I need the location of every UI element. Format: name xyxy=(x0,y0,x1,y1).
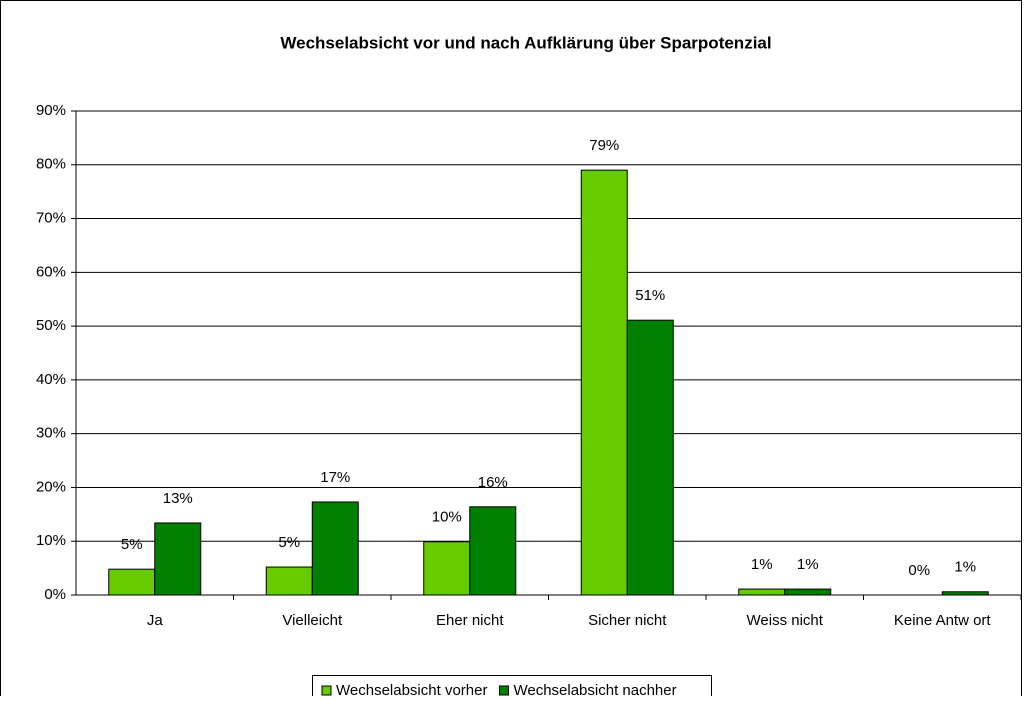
legend-label: Wechselabsicht nachher xyxy=(513,682,676,696)
legend-swatch xyxy=(321,685,332,696)
x-tick-label: Eher nicht xyxy=(436,612,504,629)
y-tick-label: 60% xyxy=(36,263,66,280)
chart-title: Wechselabsicht vor und nach Aufklärung ü… xyxy=(280,33,771,52)
value-label: 51% xyxy=(635,287,665,304)
value-label: 16% xyxy=(478,474,508,491)
value-label: 5% xyxy=(121,536,143,553)
x-tick-label: Vielleicht xyxy=(282,612,343,629)
y-tick-label: 90% xyxy=(36,102,66,119)
value-label: 0% xyxy=(908,562,930,579)
bar xyxy=(311,501,359,596)
bar xyxy=(626,319,674,596)
legend-swatch xyxy=(498,685,509,696)
x-tick-label: Keine Antw ort xyxy=(894,612,992,629)
value-label: 79% xyxy=(589,137,619,154)
bar xyxy=(154,522,202,596)
x-tick-label: Sicher nicht xyxy=(588,612,667,629)
y-tick-label: 10% xyxy=(36,532,66,549)
value-label: 1% xyxy=(751,556,773,573)
y-tick-label: 80% xyxy=(36,156,66,173)
value-label: 13% xyxy=(163,490,193,507)
value-label: 10% xyxy=(432,509,462,526)
y-tick-label: 70% xyxy=(36,210,66,227)
value-label: 1% xyxy=(797,556,819,573)
value-label: 17% xyxy=(320,469,350,486)
y-tick-label: 0% xyxy=(44,586,66,603)
y-tick-label: 30% xyxy=(36,425,66,442)
x-tick-label: Ja xyxy=(147,612,164,629)
value-label: 5% xyxy=(278,534,300,551)
y-tick-label: 20% xyxy=(36,478,66,495)
bar xyxy=(738,588,786,596)
bar xyxy=(423,541,471,596)
bar xyxy=(580,169,628,596)
x-tick-label: Weiss nicht xyxy=(747,612,824,629)
value-label: 1% xyxy=(954,559,976,576)
bar xyxy=(469,506,517,596)
y-tick-label: 50% xyxy=(36,317,66,334)
bar xyxy=(108,568,156,596)
bar xyxy=(941,591,989,596)
bar xyxy=(265,566,313,596)
y-tick-label: 40% xyxy=(36,371,66,388)
legend-label: Wechselabsicht vorher xyxy=(336,682,487,696)
bar xyxy=(784,588,832,596)
